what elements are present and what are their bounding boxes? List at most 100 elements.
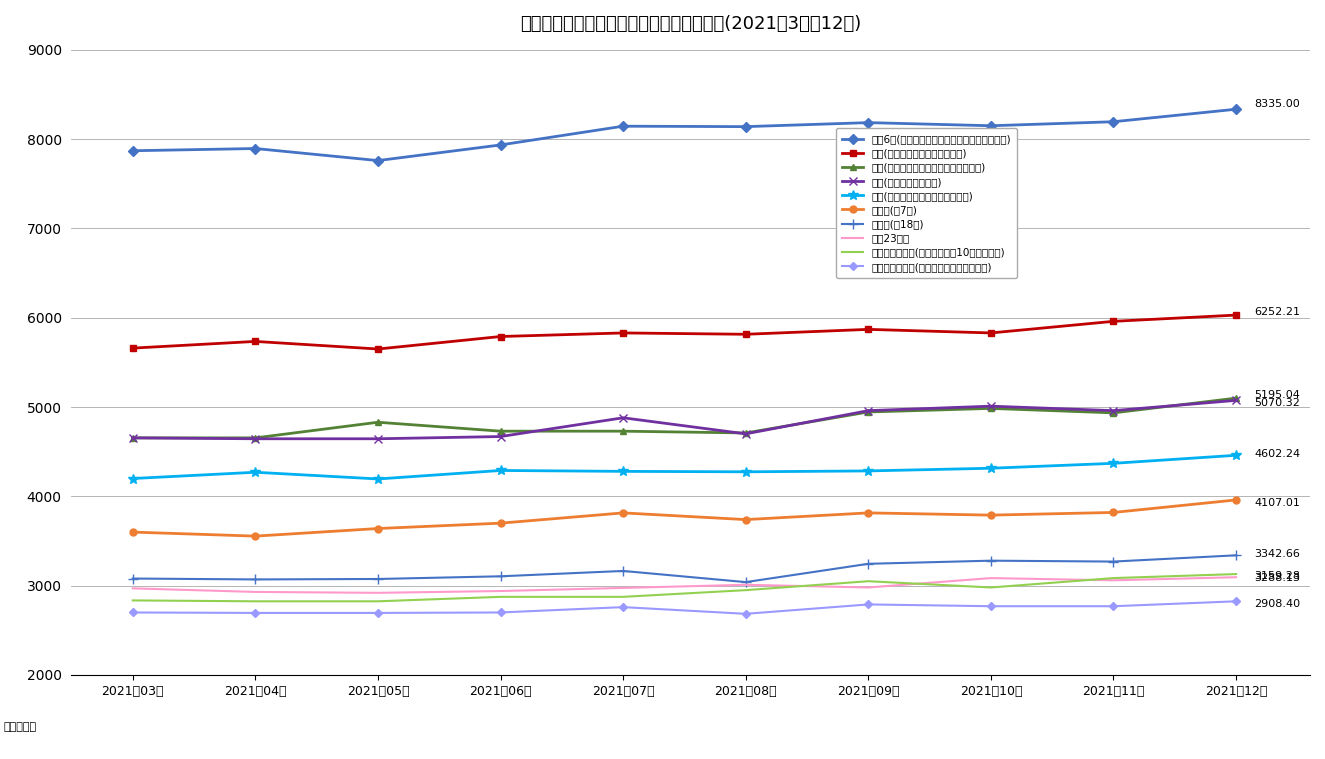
埼玉主要エリア(さいたま市全10区・川口市) [738,586,754,595]
千葉主要エリア(市川市・船橋市・浦安市) [248,609,264,618]
都心6区(千代田・中央・港・新宿・文京・渋谷) [1105,117,1121,126]
Line: 都心6区(千代田・中央・港・新宿・文京・渋谷): 都心6区(千代田・中央・港・新宿・文京・渋谷) [130,106,1240,164]
Line: 城東(台東・墨田・江東・葛飾・江戸川): 城東(台東・墨田・江東・葛飾・江戸川) [130,395,1240,441]
川崎市(全7区) [1228,496,1244,505]
城東(台東・墨田・江東・葛飾・江戸川) [248,433,264,442]
城東(台東・墨田・江東・葛飾・江戸川) [370,417,386,427]
東京23区外 [615,584,631,593]
都心6区(千代田・中央・港・新宿・文京・渋谷) [615,121,631,131]
東京23区外 [370,588,386,597]
埼玉主要エリア(さいたま市全10区・川口市) [125,596,140,605]
Text: 5195.04: 5195.04 [1255,390,1300,401]
埼玉主要エリア(さいたま市全10区・川口市) [983,583,999,592]
Text: 2908.40: 2908.40 [1255,599,1301,609]
城東(台東・墨田・江東・葛飾・江戸川) [1228,394,1244,403]
Line: 千葉主要エリア(市川市・船橋市・浦安市): 千葉主要エリア(市川市・船橋市・浦安市) [130,599,1239,616]
城南(品川・目黒・大田・世田谷) [125,344,140,353]
川崎市(全7区) [370,524,386,533]
城西(中野・杉並・練馬) [1228,395,1244,405]
城西(中野・杉並・練馬) [738,430,754,439]
Line: 城西(中野・杉並・練馬): 城西(中野・杉並・練馬) [129,396,1240,443]
横浜市(全18区) [493,572,509,581]
城南(品川・目黒・大田・世田谷) [493,332,509,341]
横浜市(全18区) [860,559,876,568]
東京23区外 [248,587,264,597]
東京23区外 [738,580,754,589]
城北(豊島・北・荒川・板橋・足立) [493,466,509,475]
Line: 東京23区外: 東京23区外 [132,577,1236,593]
Text: 3159.28: 3159.28 [1255,572,1300,581]
横浜市(全18区) [1228,551,1244,560]
川崎市(全7区) [860,509,876,518]
都心6区(千代田・中央・港・新宿・文京・渋谷) [493,140,509,150]
Text: 4602.24: 4602.24 [1255,449,1301,458]
城東(台東・墨田・江東・葛飾・江戸川) [738,428,754,437]
都心6区(千代田・中央・港・新宿・文京・渋谷) [370,156,386,165]
千葉主要エリア(市川市・船橋市・浦安市) [860,600,876,609]
横浜市(全18区) [1105,557,1121,566]
城東(台東・墨田・江東・葛飾・江戸川) [1105,408,1121,417]
城北(豊島・北・荒川・板橋・足立) [983,464,999,473]
Text: 5070.32: 5070.32 [1255,398,1300,408]
横浜市(全18区) [738,578,754,587]
千葉主要エリア(市川市・船橋市・浦安市) [493,608,509,617]
東京23区外 [983,574,999,583]
城南(品川・目黒・大田・世田谷) [1228,310,1244,320]
埼玉主要エリア(さいたま市全10区・川口市) [493,592,509,601]
川崎市(全7区) [738,515,754,524]
都心6区(千代田・中央・港・新宿・文京・渋谷) [983,121,999,131]
都心6区(千代田・中央・港・新宿・文京・渋谷) [248,144,264,153]
埼玉主要エリア(さいたま市全10区・川口市) [615,592,631,601]
横浜市(全18区) [983,556,999,565]
城北(豊島・北・荒川・板橋・足立) [1105,458,1121,468]
千葉主要エリア(市川市・船橋市・浦安市) [1105,602,1121,611]
川崎市(全7区) [248,531,264,540]
横浜市(全18区) [370,575,386,584]
城南(品川・目黒・大田・世田谷) [983,329,999,338]
城北(豊島・北・荒川・板橋・足立) [248,468,264,477]
城南(品川・目黒・大田・世田谷) [248,337,264,346]
川崎市(全7区) [615,509,631,518]
東京23区外 [125,584,140,593]
千葉主要エリア(市川市・船橋市・浦安市) [983,602,999,611]
東京23区外 [1105,576,1121,585]
Line: 埼玉主要エリア(さいたま市全10区・川口市): 埼玉主要エリア(さいたま市全10区・川口市) [132,574,1236,601]
埼玉主要エリア(さいたま市全10区・川口市) [248,597,264,606]
千葉主要エリア(市川市・船橋市・浦安市) [370,609,386,618]
城南(品川・目黒・大田・世田谷) [615,329,631,338]
川崎市(全7区) [1105,508,1121,517]
城北(豊島・北・荒川・板橋・足立) [1228,451,1244,460]
城西(中野・杉並・練馬) [983,402,999,411]
城東(台東・墨田・江東・葛飾・江戸川) [860,408,876,417]
都心6区(千代田・中央・港・新宿・文京・渋谷) [1228,105,1244,114]
Line: 川崎市(全7区): 川崎市(全7区) [130,496,1240,540]
千葉主要エリア(市川市・船橋市・浦安市) [615,603,631,612]
千葉主要エリア(市川市・船橋市・浦安市) [125,608,140,617]
埼玉主要エリア(さいたま市全10区・川口市) [370,597,386,606]
Legend: 都心6区(千代田・中央・港・新宿・文京・渋谷), 城南(品川・目黒・大田・世田谷), 城東(台東・墨田・江東・葛飾・江戸川), 城西(中野・杉並・練馬), 城北: 都心6区(千代田・中央・港・新宿・文京・渋谷), 城南(品川・目黒・大田・世田谷… [836,128,1018,278]
城北(豊島・北・荒川・板橋・足立) [370,474,386,483]
城西(中野・杉並・練馬) [370,434,386,443]
城東(台東・墨田・江東・葛飾・江戸川) [615,427,631,436]
川崎市(全7区) [983,511,999,520]
城西(中野・杉並・練馬) [248,434,264,443]
Text: 単位：万円: 単位：万円 [4,722,37,732]
横浜市(全18区) [615,566,631,575]
Title: 首都圏主要エリア中古マンション相場推移(2021年3月～12月): 首都圏主要エリア中古マンション相場推移(2021年3月～12月) [519,15,861,33]
都心6区(千代田・中央・港・新宿・文京・渋谷) [860,118,876,128]
城西(中野・杉並・練馬) [125,433,140,442]
Text: 3288.13: 3288.13 [1255,573,1300,583]
城西(中野・杉並・練馬) [615,413,631,422]
横浜市(全18区) [248,575,264,584]
川崎市(全7区) [125,528,140,537]
城南(品川・目黒・大田・世田谷) [860,325,876,334]
城西(中野・杉並・練馬) [493,432,509,441]
都心6区(千代田・中央・港・新宿・文京・渋谷) [738,122,754,131]
城南(品川・目黒・大田・世田谷) [1105,317,1121,326]
城西(中野・杉並・練馬) [860,406,876,415]
城北(豊島・北・荒川・板橋・足立) [615,467,631,476]
Text: 4107.01: 4107.01 [1255,498,1300,508]
城西(中野・杉並・練馬) [1105,406,1121,415]
Text: 3342.66: 3342.66 [1255,549,1300,559]
城北(豊島・北・荒川・板橋・足立) [738,468,754,477]
